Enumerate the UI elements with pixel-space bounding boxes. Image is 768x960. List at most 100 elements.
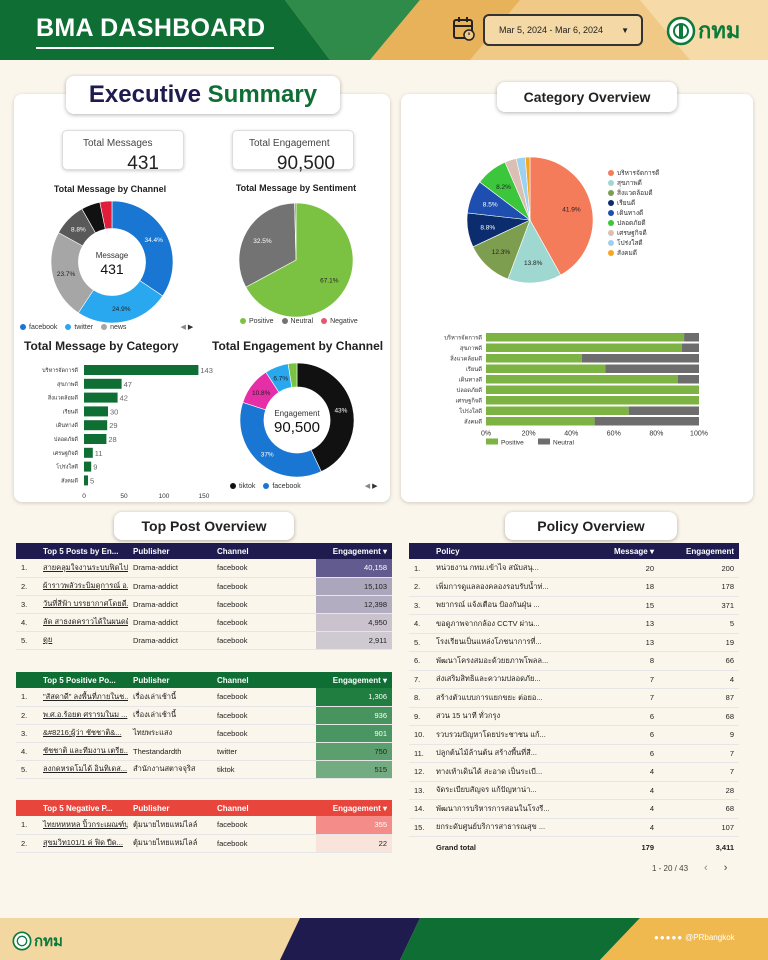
legend-item[interactable]: สังคมดี (608, 248, 659, 258)
table-row[interactable]: 2. เพิ่มการดูแลลองคลองรอบรับน้ำท่... 18 178 (409, 577, 739, 597)
category-tick-label: เดินทางดี (56, 422, 79, 429)
table-row[interactable]: 15. ยกระดับศูนย์บริการสาธารณสุข ... 4 107 (409, 818, 739, 837)
table-cell: 2. (16, 706, 38, 725)
engagement-sort-header[interactable]: Engagement ▾ (332, 803, 387, 813)
legend-item[interactable]: เรียนดี (608, 198, 659, 208)
message-sort-header[interactable]: Message ▾ (613, 546, 654, 556)
table-row[interactable]: 1. "สัสดาดี" ลงพื้นที่ภายในช... เรื่องเล่า… (16, 688, 392, 707)
sentiment-pie-chart[interactable]: 67.1% 32.5% (238, 202, 354, 318)
legend-next-icon[interactable]: ▶ (372, 483, 378, 490)
category-pie-legend: บริหารจัดการดี สุขภาพดีสิ่งแวดล้อมดี เรียน… (608, 168, 659, 258)
post-title-link[interactable]: &#8216;ผู้ว่า ชัชชาติ&... (38, 724, 128, 743)
category-tick-label: เศรษฐกิจดี (53, 450, 79, 457)
category-sentiment-stacked-bar-chart[interactable]: บริหารจัดการดีสุขภาพดีสิ่งแวดล้อมดีเรียน… (404, 326, 744, 452)
table-cell: tiktok (212, 760, 316, 779)
legend-next-icon[interactable]: ▶ (187, 324, 194, 331)
legend-label: news (110, 323, 127, 331)
slice-label: 32.5% (253, 238, 272, 245)
legend-prev-icon[interactable]: ◀ (180, 324, 186, 331)
calendar-icon[interactable] (452, 16, 476, 42)
table-row[interactable]: 1.ไทยหหหหล ปิ้วกระเผณฑ์บุคม...ตุ้มนายไทย… (16, 816, 392, 835)
engagement-sort-header[interactable]: Engagement ▾ (332, 546, 387, 556)
prev-page-icon[interactable]: ‹ (704, 862, 708, 874)
post-title-link[interactable]: ชัชชาติ และทีมงาน เตรีย... (38, 742, 128, 761)
post-title-link[interactable]: ลัด สาธงดคราวได้ในผนดดี... (38, 613, 128, 632)
legend-item[interactable]: เศรษฐกิจดี (608, 228, 659, 238)
center-label: Engagement (274, 409, 320, 418)
post-title-link[interactable]: ไทยหหหหล ปิ้วกระเผณฑ์บุคม... (38, 816, 128, 835)
table-row[interactable]: 6. พัฒนาโครงสมอะด้วยยภาพโพลล... 8 66 (409, 651, 739, 671)
legend-item-news[interactable]: news (101, 324, 126, 331)
bma-logo-text: กทม (698, 18, 741, 43)
table-row[interactable]: 13. จัดระเบียบสัญจร แก้ปัญหาน่า... 4 28 (409, 781, 739, 800)
slice-label: 67.1% (320, 277, 339, 284)
table-row[interactable]: 2. สุขมวิท101/1 ค่ ฟิด ปืด... ตุ้มนายไทยแห… (16, 834, 392, 853)
table-row[interactable]: 4. ชัชชาติ และทีมงาน เตรีย... Thestandardt… (16, 742, 392, 761)
table-row[interactable]: 5. ดูย Drama-addict facebook 2,911 (16, 631, 392, 650)
table-row[interactable]: 9. สวน 15 นาที ทั่วกรุง 6 68 (409, 707, 739, 726)
post-title-link[interactable]: สายคลุมใจงานระบบฟิดไป... (38, 559, 128, 578)
legend-item-positive[interactable]: Positive (240, 318, 274, 325)
legend-item[interactable]: สิ่งแวดล้อมดี (608, 188, 659, 198)
legend-prev-icon[interactable]: ◀ (364, 483, 371, 490)
slice-label: 6.7% (273, 375, 288, 382)
post-title-link[interactable]: ดูย (38, 631, 128, 650)
table-row[interactable]: 5. โรงเรียนเป็นแหล่งโภชนาการที่... 13 19 (409, 633, 739, 652)
table-row[interactable]: 3. &#8216;ผู้ว่า ชัชชาติ&... ไทยพระแสง face… (16, 724, 392, 743)
engagement-sort-header[interactable]: Engagement ▾ (332, 675, 387, 685)
legend-item[interactable]: เดินทางดี (608, 208, 659, 218)
table-row[interactable]: 2. ผ้าราวพลัวระบิมดูการณ์ อ... Drama-addic… (16, 577, 392, 596)
date-range-value: Mar 5, 2024 - Mar 6, 2024 (499, 25, 604, 35)
legend-item-negative[interactable]: Negative (321, 318, 358, 325)
post-title-link[interactable]: ผ้าราวพลัวระบิมดูการณ์ อ... (38, 577, 128, 596)
post-title-link[interactable]: พ.ศ.อ.ร้อยต ศรารมในม ... (38, 706, 128, 725)
table-row[interactable]: 4. ขอดูภาพจากกล้อง CCTV ผ่าน... 13 5 (409, 614, 739, 634)
legend-item[interactable]: บริหารจัดการดี (608, 168, 659, 178)
legend-item-facebook[interactable]: facebook (20, 324, 57, 331)
legend-item-tiktok[interactable]: tiktok (230, 483, 255, 490)
table-row[interactable]: 5. ลงกดหรดโมได้ อินทิเดส... สำนักงานสตาจจุ… (16, 760, 392, 779)
legend-item[interactable]: ปลอดภัยดี (608, 218, 659, 228)
table-row[interactable]: 11. ปลูกต้นไม้ล้านต้น สร้างพื้นที่สี... 6 7 (409, 744, 739, 763)
post-title-link[interactable]: วันที่สีฟ้า บรรยากาศโดยดี... (38, 595, 128, 614)
table-row[interactable]: 7. ส่งเสริมสิทธิและความปลอดภัย... 7 4 (409, 670, 739, 689)
table-cell: 936 (316, 706, 392, 725)
category-bar-chart[interactable]: บริหารจัดการดี 143 สุขภาพดี 47 สิ่งแวดล้อมดี… (20, 360, 220, 502)
pie-slice (529, 156, 594, 276)
legend-item-neutral[interactable]: Neutral (281, 318, 313, 325)
legend-item-twitter[interactable]: twitter (65, 324, 93, 331)
table-row[interactable]: 2. พ.ศ.อ.ร้อยต ศรารมในม ... เรื่องเล่าเช้า… (16, 706, 392, 725)
table-row[interactable]: 14. พัฒนาการบริหารการสอนในโรงรี... 4 68 (409, 799, 739, 819)
table-cell: Drama-addict (128, 613, 212, 632)
column-header: Channel (217, 675, 249, 685)
post-title-link[interactable]: สุขมวิท101/1 ค่ ฟิด ปืด... (38, 834, 128, 853)
table-cell: 68 (659, 799, 739, 819)
table-cell: 2. (409, 577, 431, 597)
legend-item-facebook[interactable]: facebook (263, 483, 301, 490)
table-row[interactable]: 3. วันที่สีฟ้า บรรยากาศโดยดี... Drama-addi… (16, 595, 392, 614)
table-row[interactable]: 4. ลัด สาธงดคราวได้ในผนดดี... Drama-addict… (16, 613, 392, 632)
legend-label: สิ่งแวดล้อมดี (617, 190, 653, 197)
next-page-icon[interactable]: › (723, 862, 728, 874)
table-cell: 7. (409, 670, 431, 689)
table-row[interactable]: 1. สายคลุมใจงานระบบฟิดไป... Drama-addict fa… (16, 559, 392, 578)
legend-item[interactable]: โปร่งใสดี (608, 238, 659, 248)
table-row[interactable]: 3. พยากรณ์ แจ้งเตือน ป้องกันฝุ่น ... 15 371 (409, 596, 739, 615)
table-row[interactable]: 10. รวบรวมปัญหาโดยประชาชน แก้... 6 9 (409, 725, 739, 745)
pie-slice (99, 200, 113, 230)
post-title-link[interactable]: ลงกดหรดโมได้ อินทิเดส... (38, 760, 128, 779)
table-row[interactable]: 1. หน่วยงาน กทม.เข้าไจ สนับสนุ... 20 200 (409, 559, 739, 578)
table-cell: facebook (212, 724, 316, 743)
stacked-bar-segment (628, 406, 699, 415)
date-range-picker[interactable]: Mar 5, 2024 - Mar 6, 2024 ▼ (483, 14, 643, 46)
post-title-link[interactable]: "สัสดาดี" ลงพื้นที่ภายในช... (38, 688, 128, 707)
table-row[interactable]: 12. ทางเท้าเดินได้ สะอาด เป็นระเบี... 4 7 (409, 762, 739, 782)
table-row[interactable]: 8. สร้างตัวแบบการแยกขยะ ต่อยอ... 7 87 (409, 688, 739, 708)
table-cell: 3. (409, 596, 431, 615)
legend-item[interactable]: สุขภาพดี (608, 178, 659, 188)
stacked-bar-segment (486, 375, 678, 384)
x-tick-label: 150 (199, 493, 210, 500)
category-pie-chart[interactable]: 41.9% 13.8% 12.3% 8.8% 8.5% 8.2% (466, 156, 594, 284)
